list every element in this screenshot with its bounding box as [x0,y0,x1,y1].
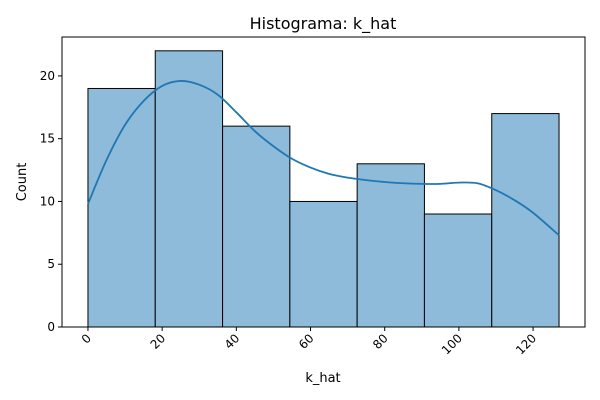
x-tick-label: 40 [222,331,243,352]
histogram-bar-1 [87,87,156,328]
y-tick-label: 20 [40,69,55,83]
histogram-bar-6 [423,213,493,328]
histogram-bar-5 [356,163,425,328]
y-tick-label: 0 [47,320,55,334]
histogram-bar-7 [491,113,560,328]
kde-line [87,80,560,237]
histogram-bar-3 [222,125,291,328]
y-tick-label: 15 [40,132,55,146]
histogram-bar-2 [154,50,224,328]
y-tick-label: 10 [40,194,55,208]
x-tick-label: 80 [370,331,391,352]
x-axis-label: k_hat [305,371,340,386]
histogram-bars [87,50,560,328]
x-tick-label: 0 [79,331,94,346]
y-tick-label: 5 [47,257,55,271]
y-axis-label: Count [15,163,30,202]
x-tick-label: 100 [439,331,465,357]
y-axis-ticks: 0 5 10 15 20 [40,69,62,334]
plot-frame [61,36,586,328]
x-axis-ticks: 0 20 40 60 80 100 120 [79,327,539,357]
x-tick-label: 20 [148,331,169,352]
histogram-bar-4 [289,200,358,328]
x-tick-label: 60 [296,331,317,352]
chart-title: Histograma: k_hat [250,14,397,34]
x-tick-label: 120 [513,331,539,357]
